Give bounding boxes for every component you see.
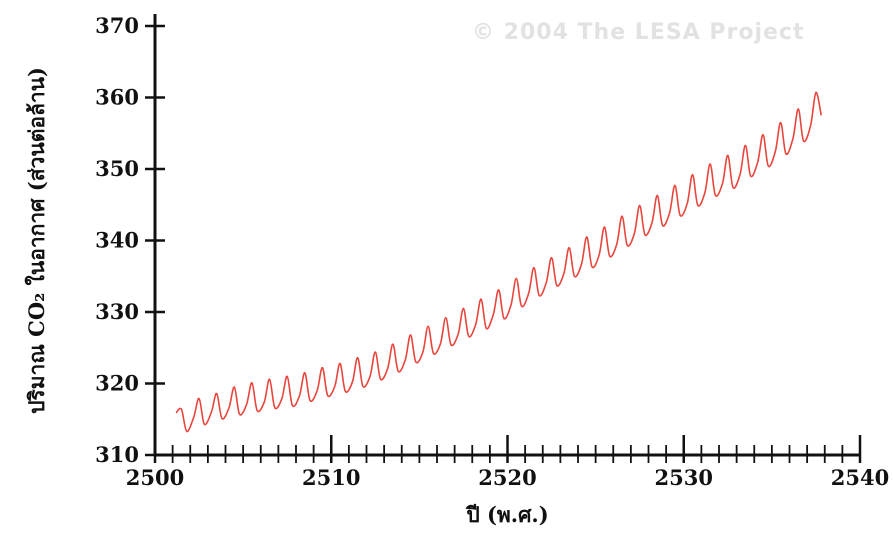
axes — [153, 14, 860, 457]
co2-series-line — [175, 91, 823, 433]
y-tick-label: 350 — [95, 156, 139, 181]
y-axis-title: ปริมาณ CO₂ ในอากาศ (ส่วนต่อล้าน) — [24, 67, 49, 414]
y-tick-label: 310 — [95, 442, 139, 467]
y-tick-label: 340 — [95, 228, 139, 253]
x-tick-label: 2540 — [831, 465, 889, 490]
x-tick-label: 2500 — [126, 465, 184, 490]
y-tick-label: 370 — [95, 13, 139, 38]
y-axis-ticks: 310 320 330 340 350 360 370 — [95, 13, 165, 467]
y-tick-label: 320 — [95, 371, 139, 396]
x-tick-label: 2520 — [478, 465, 536, 490]
x-axis-title: ปี (พ.ศ.) — [465, 502, 549, 527]
x-tick-label: 2510 — [302, 465, 360, 490]
copyright-watermark: © 2004 The LESA Project — [472, 20, 804, 45]
y-tick-label: 330 — [95, 299, 139, 324]
x-tick-label: 2530 — [655, 465, 713, 490]
y-tick-label: 360 — [95, 85, 139, 110]
x-axis-ticks: 2500 2510 2520 2530 2540 — [126, 435, 889, 490]
